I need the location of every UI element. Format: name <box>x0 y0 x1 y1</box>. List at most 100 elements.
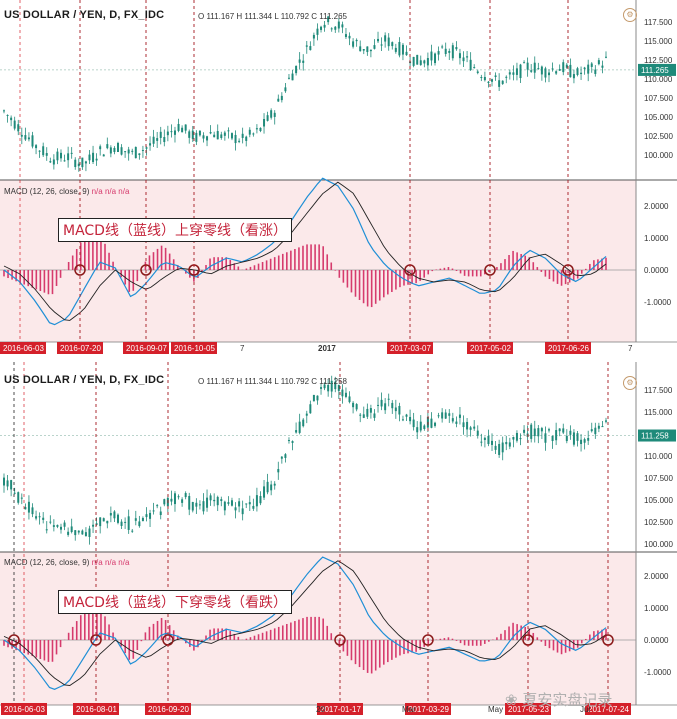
candle-body <box>469 427 472 430</box>
candle-body <box>145 514 148 518</box>
candle-body <box>13 492 16 494</box>
candle-body <box>437 51 440 55</box>
price-tick-label: 102.500 <box>644 518 673 527</box>
ohlc-readout-1: O 111.167 H 111.344 L 110.792 C 111.265 <box>198 12 348 21</box>
candle-body <box>3 477 5 486</box>
candle-body <box>273 483 276 486</box>
candle-body <box>56 524 59 527</box>
price-tick-label: 110.000 <box>644 452 673 461</box>
signal-line <box>3 181 607 321</box>
candle-body <box>45 153 48 156</box>
candle-body <box>565 64 568 68</box>
candle-body <box>533 62 536 73</box>
candle-body <box>99 517 102 527</box>
candle-body <box>295 430 298 433</box>
candle-body <box>255 128 258 130</box>
candle-body <box>220 499 223 502</box>
signal-line <box>3 560 607 686</box>
date-tag-box <box>505 703 551 715</box>
crossing-marker <box>8 634 20 646</box>
candle-body <box>341 24 344 28</box>
candle-body <box>512 72 515 75</box>
candle-body <box>49 521 52 523</box>
candle-body <box>266 481 269 493</box>
candle-body <box>487 81 490 83</box>
candle-body <box>188 131 191 138</box>
candle-body <box>52 159 55 165</box>
candle-body <box>441 46 444 48</box>
candle-body <box>423 60 426 64</box>
candle-body <box>209 132 212 134</box>
price-tick-label: 105.000 <box>644 113 673 122</box>
candle-body <box>277 98 280 102</box>
date-tag-label: 2016-07-20 <box>60 344 101 353</box>
candle-body <box>572 432 575 445</box>
candle-body <box>131 530 134 532</box>
candle-body <box>377 38 380 42</box>
candle-body <box>480 77 483 79</box>
candle-body <box>81 157 84 168</box>
candle-body <box>362 49 365 51</box>
candle-body <box>458 53 461 59</box>
candle-body <box>519 64 522 79</box>
candle-body <box>309 404 312 414</box>
candle-body <box>555 430 558 441</box>
macd-tick-label: 2.0000 <box>644 572 669 581</box>
candle-body <box>330 28 333 30</box>
candle-body <box>10 480 13 490</box>
macd-title-1: MACD (12, 26, close, 9) n/a n/a n/a <box>4 187 129 196</box>
candle-body <box>287 440 290 442</box>
date-tag-box <box>1 703 47 715</box>
candle-body <box>184 124 187 131</box>
date-tag-label: 2017-03-07 <box>390 344 431 353</box>
candle-body <box>248 502 251 505</box>
candle-body <box>501 80 504 84</box>
candle-body <box>505 76 508 78</box>
candle-body <box>67 531 70 535</box>
macd-na-1: n/a n/a n/a <box>91 187 130 196</box>
candle-body <box>74 530 77 536</box>
candle-body <box>106 520 109 524</box>
candle-body <box>434 53 437 64</box>
candle-body <box>77 530 80 533</box>
annotation-box-1: MACD线（蓝线）上穿零线（看涨） <box>58 218 292 242</box>
candle-body <box>330 380 333 392</box>
candle-body <box>320 26 323 30</box>
candle-body <box>316 395 319 401</box>
candle-body <box>241 133 244 138</box>
candle-body <box>152 510 155 512</box>
candle-body <box>451 418 454 422</box>
candle-body <box>312 34 315 39</box>
candle-body <box>548 429 551 431</box>
candle-body <box>42 146 45 156</box>
settings-icon[interactable]: ⚙ <box>623 8 637 22</box>
candle-body <box>59 152 62 159</box>
candle-body <box>544 433 547 443</box>
candle-body <box>177 496 180 498</box>
candle-body <box>124 151 127 153</box>
candle-body <box>138 521 141 527</box>
settings-icon[interactable]: ⚙ <box>623 376 637 390</box>
candle-body <box>159 511 162 516</box>
candle-body <box>366 46 369 53</box>
price-tick-label: 117.500 <box>644 18 673 27</box>
candle-body <box>337 21 340 29</box>
candle-body <box>195 502 198 507</box>
candle-body <box>494 445 497 450</box>
candle-body <box>387 37 390 47</box>
candle-body <box>77 163 80 167</box>
macd-na-2: n/a n/a n/a <box>91 558 130 567</box>
candle-body <box>141 150 144 152</box>
candle-body <box>373 413 376 418</box>
date-tag-box <box>57 342 103 354</box>
macd-tick-label: -1.0000 <box>644 668 672 677</box>
candle-body <box>515 68 518 75</box>
candle-body <box>270 110 273 118</box>
candle-body <box>401 44 404 55</box>
candle-body <box>24 135 27 140</box>
date-tick-label: 2017 <box>318 344 336 353</box>
candle-body <box>216 131 219 140</box>
candle-body <box>17 124 20 132</box>
date-tag-label: 2017-05-02 <box>470 344 511 353</box>
candle-body <box>81 530 84 535</box>
